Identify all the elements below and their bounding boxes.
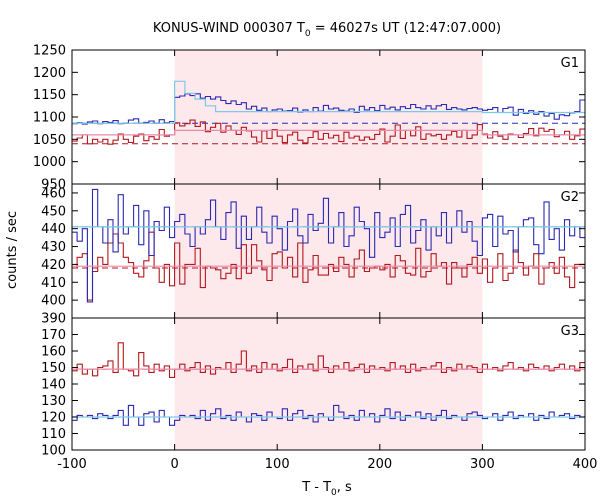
- y-tick-label: 450: [41, 204, 66, 219]
- y-tick-label: 1050: [33, 133, 66, 148]
- y-tick-label: 1100: [33, 111, 66, 126]
- y-axis-label: counts / sec: [5, 211, 20, 289]
- y-tick-label: 400: [41, 294, 66, 309]
- x-tick-label: 100: [265, 457, 290, 472]
- x-tick-label: 400: [573, 457, 598, 472]
- y-tick-label: 120: [41, 411, 66, 426]
- series-blue-g1: [72, 93, 585, 125]
- chart-title: KONUS-WIND 000307 T0 = 46027s UT (12:47:…: [153, 21, 501, 39]
- y-tick-label: 1250: [33, 44, 66, 59]
- y-tick-label: 950: [41, 178, 66, 193]
- fit-red-g1: [72, 129, 585, 136]
- y-tick-label: 140: [41, 378, 66, 393]
- panel-g1: [71, 49, 586, 185]
- y-tick-label: 1000: [33, 155, 66, 170]
- panel-label: G1: [561, 56, 579, 71]
- y-tick-label: 100: [41, 444, 66, 459]
- panel-g2: [71, 183, 586, 319]
- y-tick-label: 1150: [33, 88, 66, 103]
- y-tick-label: 170: [41, 328, 66, 343]
- y-tick-label: 110: [41, 427, 66, 442]
- x-tick-label: 0: [170, 457, 178, 472]
- fit-blue-g1: [72, 80, 585, 124]
- y-tick-label: 1200: [33, 66, 66, 81]
- y-tick-label: 420: [41, 258, 66, 273]
- x-tick-label: -100: [57, 457, 87, 472]
- y-tick-label: 430: [41, 240, 66, 255]
- y-tick-label: 160: [41, 345, 66, 360]
- x-axis-label: T - T0, s: [301, 480, 352, 498]
- highlight-interval: [174, 318, 483, 450]
- highlight-interval: [174, 50, 483, 184]
- series-red-g3: [72, 342, 585, 378]
- panel-label: G2: [561, 190, 579, 205]
- panel-g3: [71, 317, 586, 451]
- series-blue-g2: [72, 188, 585, 303]
- x-tick-label: 200: [367, 457, 392, 472]
- y-tick-label: 440: [41, 222, 66, 237]
- series-blue-g3: [72, 404, 585, 426]
- panel-label: G3: [561, 324, 579, 339]
- x-tick-label: 300: [470, 457, 495, 472]
- y-tick-label: 410: [41, 276, 66, 291]
- y-tick-label: 460: [41, 186, 66, 201]
- y-tick-label: 130: [41, 394, 66, 409]
- y-tick-label: 390: [41, 312, 66, 327]
- y-tick-label: 150: [41, 361, 66, 376]
- series-red-g2: [72, 231, 585, 301]
